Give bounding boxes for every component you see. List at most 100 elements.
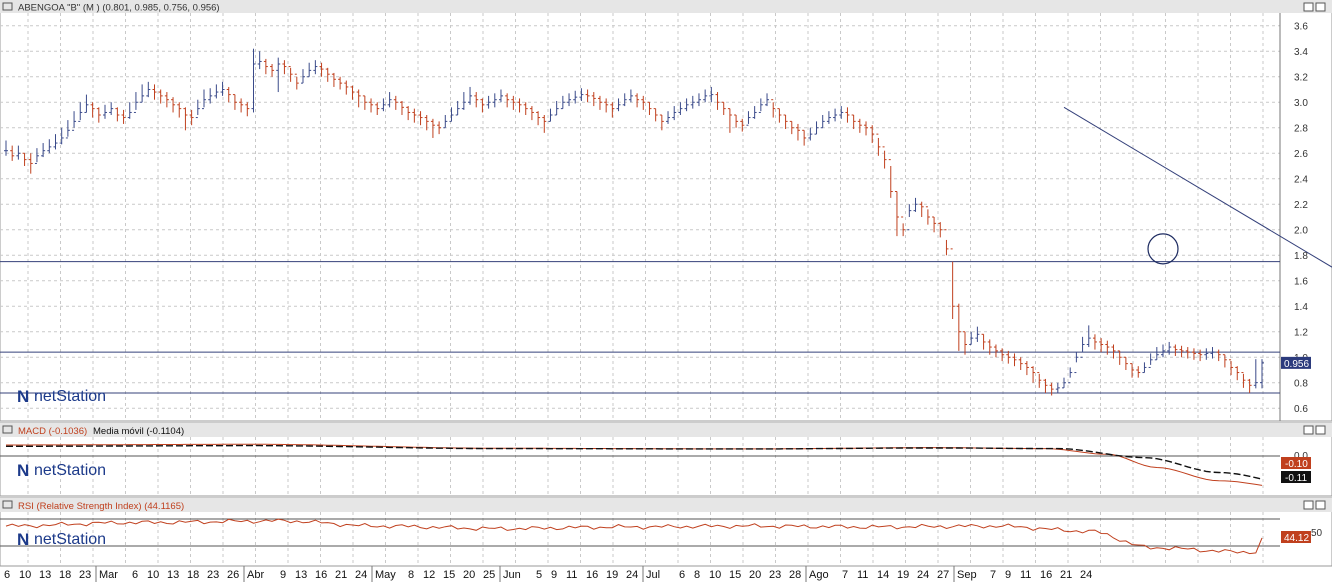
ohlc-bar (152, 84, 157, 100)
netstation-logo-icon: N (17, 461, 29, 480)
x-tick-label: 16 (586, 569, 598, 581)
rsi-menu-icon[interactable] (2, 500, 13, 509)
ohlc-bar (1123, 356, 1128, 370)
x-tick-label: 21 (1060, 569, 1072, 581)
ohlc-bar (1080, 336, 1085, 358)
ohlc-bar (963, 331, 968, 355)
macd-minimize-icon[interactable] (1303, 425, 1314, 435)
x-tick-label: 10 (147, 569, 159, 581)
ohlc-bar (876, 133, 881, 156)
x-tick-label: 9 (551, 569, 557, 581)
watermark-text: netStation (34, 531, 106, 548)
ohlc-bar (604, 98, 609, 113)
ohlc-bar (362, 95, 367, 110)
ohlc-bar (121, 109, 126, 124)
ohlc-bar (505, 93, 510, 108)
watermark-text: netStation (34, 388, 106, 405)
ohlc-bar (573, 90, 578, 104)
x-tick-label: 23 (207, 569, 219, 581)
rsi-level-label: 50 (1311, 528, 1323, 539)
ohlc-bar (424, 115, 429, 131)
ohlc-bar (554, 100, 559, 116)
ohlc-bar (53, 134, 58, 150)
ohlc-bar (455, 100, 460, 116)
ohlc-bar (468, 86, 473, 105)
ohlc-bar (1024, 361, 1029, 376)
macd-menu-icon[interactable] (2, 425, 13, 434)
ohlc-bar (981, 333, 986, 350)
y-tick-label: 2.4 (1294, 174, 1308, 185)
rsi-maximize-icon[interactable] (1315, 500, 1326, 510)
ohlc-bar (975, 326, 980, 342)
horizontal-lines (0, 261, 1280, 394)
ohlc-bar (511, 95, 516, 110)
macd-grid (27, 437, 1264, 496)
ohlc-bar (783, 114, 788, 130)
ohlc-bar (715, 92, 720, 110)
ohlc-bar (1130, 363, 1135, 378)
ohlc-bar (529, 106, 534, 121)
ohlc-bar (146, 81, 151, 98)
price-panel-title: ABENGOA "B" (M ) (0.801, 0.985, 0.756, 0… (18, 3, 220, 14)
y-tick-label: 3.4 (1294, 47, 1308, 58)
x-tick-label: 9 (280, 569, 286, 581)
y-tick-label: 1.4 (1294, 302, 1308, 313)
rsi-watermark: N netStation (17, 530, 106, 549)
ohlc-bar (734, 114, 739, 128)
x-tick-label: 28 (789, 569, 801, 581)
ohlc-bar (208, 88, 213, 104)
ohlc-bar (635, 93, 640, 108)
x-tick-label: 25 (483, 569, 495, 581)
ohlc-bar (214, 84, 219, 99)
ohlc-bar (944, 229, 949, 256)
ohlc-bar (802, 129, 807, 146)
minimize-icon[interactable] (1303, 2, 1314, 12)
rsi-minimize-icon[interactable] (1303, 500, 1314, 510)
ohlc-bar (1012, 353, 1017, 367)
ohlc-bar (628, 89, 633, 103)
ohlc-bar (907, 204, 912, 231)
x-tick-label: 9 (1005, 569, 1011, 581)
x-tick-label: 12 (423, 569, 435, 581)
trendline[interactable] (1063, 106, 1332, 384)
ohlc-bar (430, 118, 435, 138)
ohlc-bar (356, 89, 361, 108)
x-tick-label: 8 (694, 569, 700, 581)
x-tick-label: 19 (606, 569, 618, 581)
panel-menu-icon[interactable] (2, 2, 13, 11)
x-tick-label: Sep (957, 569, 977, 581)
maximize-icon[interactable] (1315, 2, 1326, 12)
x-tick-label: 6 (679, 569, 685, 581)
ohlc-bar (1241, 372, 1246, 388)
ohlc-bar (1068, 367, 1073, 384)
ohlc-bar (350, 85, 355, 100)
ohlc-bar (257, 51, 262, 70)
ohlc-bar (1198, 349, 1203, 362)
ohlc-bar (406, 106, 411, 121)
ohlc-bar (393, 95, 398, 110)
ohlc-bar (826, 111, 831, 124)
ohlc-bar (486, 95, 491, 109)
ohlc-bar (709, 86, 714, 103)
last-value-label: 0.956 (1284, 359, 1309, 370)
ohlc-bar (251, 48, 256, 113)
ohlc-bar (641, 95, 646, 110)
ohlc-bar (814, 121, 819, 135)
ohlc-bar (1092, 334, 1097, 350)
macd-maximize-icon[interactable] (1315, 425, 1326, 435)
x-tick-label: 13 (295, 569, 307, 581)
ohlc-bar (1055, 382, 1060, 393)
x-tick-label: Jul (646, 569, 660, 581)
macd-badge (1281, 457, 1311, 469)
ohlc-bar (313, 60, 318, 75)
x-tick-label: 20 (463, 569, 475, 581)
ohlc-bar (239, 98, 244, 113)
x-tick-label: 18 (187, 569, 199, 581)
ohlc-bar (474, 92, 479, 108)
ohlc-bar (727, 108, 732, 133)
ohlc-bar (1136, 366, 1141, 378)
rsi-grid (27, 512, 1264, 565)
ohlc-bar (950, 248, 955, 319)
ohlc-bar (1086, 325, 1091, 348)
